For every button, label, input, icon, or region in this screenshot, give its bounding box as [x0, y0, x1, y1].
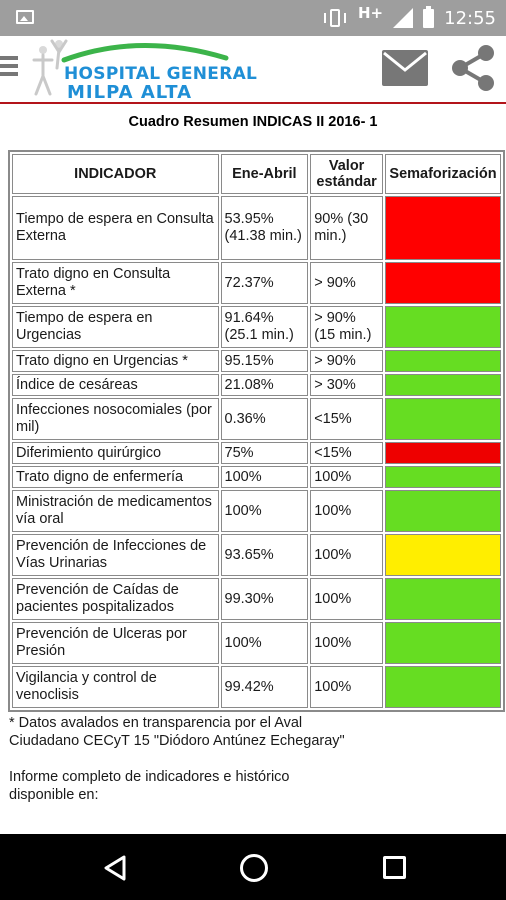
clock: 12:55: [444, 7, 496, 29]
footnote: * Datos avalados en transparencia por el…: [9, 715, 345, 749]
indicator-name: Índice de cesáreas: [12, 374, 219, 396]
standard-value: 90% (30 min.): [310, 196, 383, 260]
vibrate-icon: [322, 8, 348, 28]
value-ene-abril: 53.95% (41.38 min.): [220, 196, 309, 260]
standard-value: 100%: [310, 666, 383, 708]
value-ene-abril: 93.65%: [220, 534, 309, 576]
indicator-name: Prevención de Infecciones de Vías Urinar…: [12, 534, 219, 576]
value-ene-abril: 21.08%: [220, 374, 309, 396]
value-ene-abril: 72.37%: [220, 262, 309, 304]
indicator-name: Diferimiento quirúrgico: [12, 442, 219, 464]
report-link-text: Informe completo de indicadores e histór…: [9, 769, 290, 803]
standard-value: > 90%: [310, 350, 383, 372]
traffic-light-cell: [385, 490, 501, 532]
table-row: Vigilancia y control de venoclisis 99.42%…: [12, 666, 501, 708]
table-row: Prevención de Ulceras por Presión 100% 100…: [12, 622, 501, 664]
mail-icon[interactable]: [382, 50, 428, 86]
home-icon[interactable]: [240, 854, 268, 882]
header-indicador: INDICADOR: [12, 154, 219, 194]
report-title: Cuadro Resumen INDICAS II 2016- 1: [128, 114, 378, 130]
menu-icon[interactable]: [0, 56, 18, 78]
standard-value: 100%: [310, 490, 383, 532]
value-ene-abril: 91.64% (25.1 min.): [220, 306, 309, 348]
table-row: Prevención de Caídas de pacientes pospit…: [12, 578, 501, 620]
value-ene-abril: 100%: [220, 466, 309, 488]
standard-value: 100%: [310, 466, 383, 488]
indicator-name: Prevención de Caídas de pacientes pospit…: [12, 578, 219, 620]
standard-value: > 30%: [310, 374, 383, 396]
hospital-logo: HOSPITAL GENERAL MILPA ALTA: [30, 38, 257, 103]
standard-value: 100%: [310, 622, 383, 664]
indicator-name: Trato digno en Urgencias *: [12, 350, 219, 372]
traffic-light-cell: [385, 374, 501, 396]
share-icon[interactable]: [449, 44, 497, 92]
table-header-row: INDICADOR Ene-Abril Valor estándar Semaf…: [12, 154, 501, 194]
traffic-light-cell: [385, 442, 501, 464]
table-row: Trato digno de enfermería 100% 100%: [12, 466, 501, 488]
traffic-light-cell: [385, 622, 501, 664]
value-ene-abril: 75%: [220, 442, 309, 464]
traffic-light-cell: [385, 578, 501, 620]
indicator-name: Trato digno en Consulta Externa *: [12, 262, 219, 304]
value-ene-abril: 99.30%: [220, 578, 309, 620]
navigation-bar: [0, 834, 506, 900]
standard-value: <15%: [310, 398, 383, 440]
traffic-light-cell: [385, 398, 501, 440]
table-row: Diferimiento quirúrgico 75% <15%: [12, 442, 501, 464]
logo-line-1: HOSPITAL GENERAL: [64, 64, 258, 84]
table-row: Tiempo de espera en Urgencias 91.64% (25.…: [12, 306, 501, 348]
value-ene-abril: 99.42%: [220, 666, 309, 708]
status-bar: H+ 12:55: [0, 0, 506, 36]
standard-value: 100%: [310, 578, 383, 620]
standard-value: > 90% (15 min.): [310, 306, 383, 348]
traffic-light-cell: [385, 466, 501, 488]
signal-icon: [393, 8, 414, 28]
traffic-light-cell: [385, 666, 501, 708]
indicator-name: Tiempo de espera en Consulta Externa: [12, 196, 219, 260]
traffic-light-cell: [385, 262, 501, 304]
table-row: Ministración de medicamentos vía oral 100…: [12, 490, 501, 532]
recent-apps-icon[interactable]: [383, 856, 406, 879]
value-ene-abril: 95.15%: [220, 350, 309, 372]
indicator-name: Vigilancia y control de venoclisis: [12, 666, 219, 708]
value-ene-abril: 100%: [220, 622, 309, 664]
status-icons: H+ 12:55: [322, 0, 496, 36]
traffic-light-cell: [385, 196, 501, 260]
indicator-name: Infecciones nosocomiales (por mil): [12, 398, 219, 440]
table-row: Índice de cesáreas 21.08% > 30%: [12, 374, 501, 396]
indicator-name: Prevención de Ulceras por Presión: [12, 622, 219, 664]
traffic-light-cell: [385, 350, 501, 372]
header-semaforizacion: Semaforización: [385, 154, 501, 194]
table-row: Trato digno en Consulta Externa * 72.37% >…: [12, 262, 501, 304]
notes: * Datos avalados en transparencia por el…: [9, 714, 349, 822]
traffic-light-cell: [385, 306, 501, 348]
value-ene-abril: 100%: [220, 490, 309, 532]
indicators-table: INDICADOR Ene-Abril Valor estándar Semaf…: [8, 150, 505, 712]
header-valor-estandar: Valor estándar: [310, 154, 383, 194]
standard-value: 100%: [310, 534, 383, 576]
standard-value: > 90%: [310, 262, 383, 304]
header-ene-abril: Ene-Abril: [220, 154, 309, 194]
indicator-name: Trato digno de enfermería: [12, 466, 219, 488]
logo-line-2: MILPA ALTA: [67, 82, 193, 103]
back-icon[interactable]: [103, 855, 127, 881]
indicator-name: Tiempo de espera en Urgencias: [12, 306, 219, 348]
standard-value: <15%: [310, 442, 383, 464]
table-row: Prevención de Infecciones de Vías Urinar…: [12, 534, 501, 576]
traffic-light-cell: [385, 534, 501, 576]
network-type: H+: [358, 4, 384, 22]
content-area[interactable]: Cuadro Resumen INDICAS II 2016- 1 INDICA…: [0, 104, 506, 834]
battery-icon: [423, 5, 435, 28]
value-ene-abril: 0.36%: [220, 398, 309, 440]
image-icon: [16, 10, 34, 24]
table-row: Tiempo de espera en Consulta Externa 53.9…: [12, 196, 501, 260]
logo-graphic-icon: [32, 39, 229, 96]
table-row: Trato digno en Urgencias * 95.15% > 90%: [12, 350, 501, 372]
app-bar: HOSPITAL GENERAL MILPA ALTA: [0, 36, 506, 104]
indicator-name: Ministración de medicamentos vía oral: [12, 490, 219, 532]
table-row: Infecciones nosocomiales (por mil) 0.36% <…: [12, 398, 501, 440]
